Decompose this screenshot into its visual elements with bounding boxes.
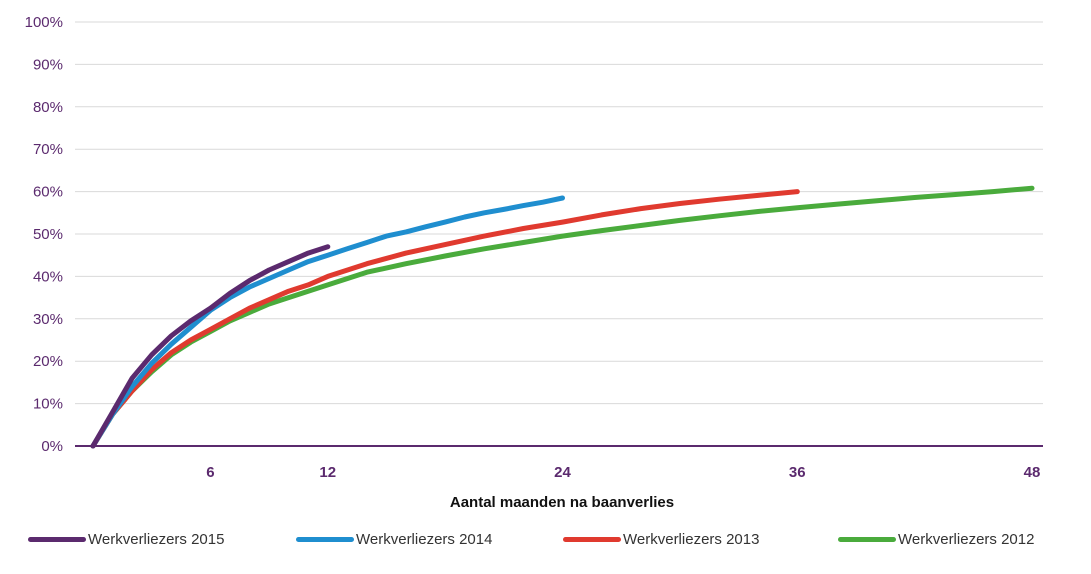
legend-item: Werkverliezers 2015 xyxy=(28,524,224,554)
y-tick-label: 0% xyxy=(41,438,63,455)
x-axis-label: Aantal maanden na baanverlies xyxy=(450,494,674,511)
legend-label: Werkverliezers 2015 xyxy=(88,530,225,548)
y-tick-label: 10% xyxy=(33,396,63,413)
legend-item: Werkverliezers 2014 xyxy=(296,524,492,554)
legend-swatch xyxy=(838,536,896,542)
grid-lines xyxy=(75,21,1043,405)
y-tick-label: 100% xyxy=(25,14,63,31)
legend-swatch xyxy=(296,536,354,542)
x-axis-ticks: 6 12 24 36 48 xyxy=(206,464,1040,481)
y-tick-label: 30% xyxy=(33,311,63,328)
x-tick-label: 36 xyxy=(789,464,806,481)
legend-label: Werkverliezers 2012 xyxy=(898,530,1035,548)
x-tick-label: 24 xyxy=(554,464,571,481)
x-tick-label: 6 xyxy=(206,464,214,481)
legend-swatch xyxy=(563,536,621,542)
x-tick-label: 48 xyxy=(1024,464,1041,481)
legend-item: Werkverliezers 2013 xyxy=(563,524,759,554)
series-line xyxy=(90,244,331,449)
legend: Werkverliezers 2015 Werkverliezers 2014 We… xyxy=(0,524,1091,554)
legend-item: Werkverliezers 2012 xyxy=(838,524,1034,554)
series-line xyxy=(90,189,800,449)
legend-label: Werkverliezers 2014 xyxy=(356,530,493,548)
y-tick-label: 60% xyxy=(33,184,63,201)
y-tick-label: 20% xyxy=(33,353,63,370)
y-tick-label: 40% xyxy=(33,268,63,285)
series-lines xyxy=(90,185,1035,449)
series-line xyxy=(90,195,565,449)
legend-label: Werkverliezers 2013 xyxy=(623,530,760,548)
y-tick-label: 50% xyxy=(33,226,63,243)
x-tick-label: 12 xyxy=(319,464,336,481)
y-tick-label: 70% xyxy=(33,141,63,158)
legend-swatch xyxy=(28,536,86,542)
y-tick-label: 80% xyxy=(33,99,63,116)
y-axis-ticks: 0% 10% 20% 30% 40% 50% 60% 70% 80% 90% 100% xyxy=(25,14,63,455)
y-tick-label: 90% xyxy=(33,56,63,73)
